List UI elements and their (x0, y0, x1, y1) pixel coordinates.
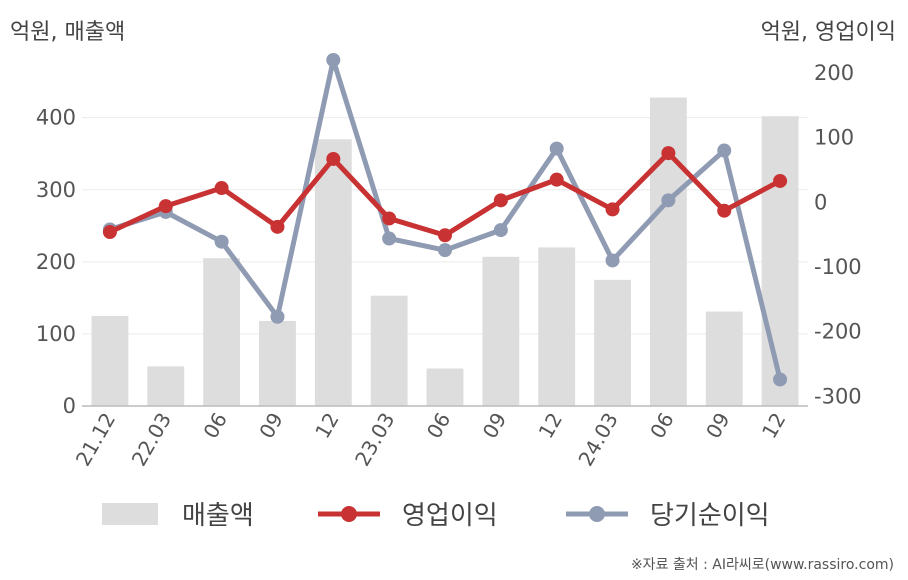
data-point (158, 199, 173, 214)
data-point (717, 203, 732, 218)
x-tick-label: 12 (534, 409, 568, 443)
bar (649, 97, 687, 406)
data-point (773, 173, 788, 188)
gridlines (82, 117, 808, 335)
left-tick-label: 200 (36, 250, 76, 274)
data-point (605, 202, 620, 217)
data-point (102, 225, 117, 240)
data-point (214, 181, 229, 196)
x-tick-label: 06 (645, 409, 679, 443)
x-tick-label: 12 (310, 409, 344, 443)
bar (147, 366, 185, 406)
data-point (661, 146, 676, 161)
bar (370, 295, 408, 406)
x-tick-label: 09 (478, 409, 512, 443)
data-point (493, 193, 508, 208)
data-point (717, 143, 732, 158)
legend-label: 당기순이익 (650, 501, 770, 531)
right-tick-label: 0 (814, 190, 827, 214)
left-tick-label: 300 (36, 178, 76, 202)
left-axis-unit: 억원, 매출액 (10, 20, 126, 45)
data-point (326, 151, 341, 166)
bar (426, 368, 464, 406)
bar (594, 279, 631, 406)
data-point (438, 228, 452, 243)
data-point (382, 211, 397, 226)
bar (259, 320, 296, 406)
legend-swatch-marker (589, 506, 605, 522)
right-tick-label: -300 (814, 384, 862, 408)
bar (482, 256, 520, 406)
bar (91, 315, 129, 406)
data-point (493, 223, 508, 238)
left-tick-label: 400 (36, 106, 76, 130)
bar (705, 311, 743, 406)
data-point (382, 231, 397, 246)
right-tick-label: -100 (814, 255, 862, 279)
bar (203, 258, 241, 406)
x-tick-label: 22.03 (127, 409, 176, 471)
data-point (270, 309, 285, 324)
legend-label: 매출액 (182, 501, 254, 531)
right-tick-label: -200 (814, 320, 862, 344)
x-tick-label: 12 (757, 409, 791, 443)
x-tick-label: 23.03 (350, 409, 399, 471)
x-tick-label: 09 (701, 409, 735, 443)
left-tick-label: 0 (63, 394, 76, 418)
x-tick-label: 06 (422, 409, 456, 443)
bar-series (91, 97, 799, 406)
left-axis-ticks: 0 100 200 300 400 (36, 106, 76, 418)
legend: 매출액 영업이익 당기순이익 (102, 501, 770, 531)
right-tick-label: 200 (814, 61, 854, 85)
line-series (102, 53, 788, 387)
legend-label: 영업이익 (402, 501, 498, 531)
data-point (326, 53, 341, 67)
bar (314, 139, 352, 406)
data-point (214, 234, 229, 249)
legend-swatch-bar (102, 503, 158, 525)
data-point (438, 243, 452, 258)
bar (761, 116, 799, 406)
right-tick-label: 100 (814, 126, 854, 150)
right-axis-ticks: -300 -200 -100 0 100 200 (814, 61, 862, 408)
x-tick-label: 24.03 (573, 409, 622, 471)
source-note: ※자료 출처 : AI라씨로(www.rassiro.com) (630, 557, 894, 573)
x-tick-label: 06 (198, 409, 232, 443)
legend-swatch-marker (341, 506, 357, 522)
x-tick-label: 21.12 (71, 409, 120, 471)
bar (538, 247, 576, 406)
x-axis-ticks: 21.12 22.03 06 09 12 23.03 06 09 12 24.03 06 09 12 (71, 409, 791, 471)
data-point (270, 219, 285, 234)
right-axis-unit: 억원, 영업이익 (760, 20, 896, 45)
data-point (661, 193, 676, 208)
data-point (549, 172, 564, 187)
data-point (605, 253, 620, 268)
left-tick-label: 100 (36, 322, 76, 346)
data-point (773, 372, 788, 387)
x-tick-label: 09 (254, 409, 288, 443)
data-point (549, 141, 564, 156)
